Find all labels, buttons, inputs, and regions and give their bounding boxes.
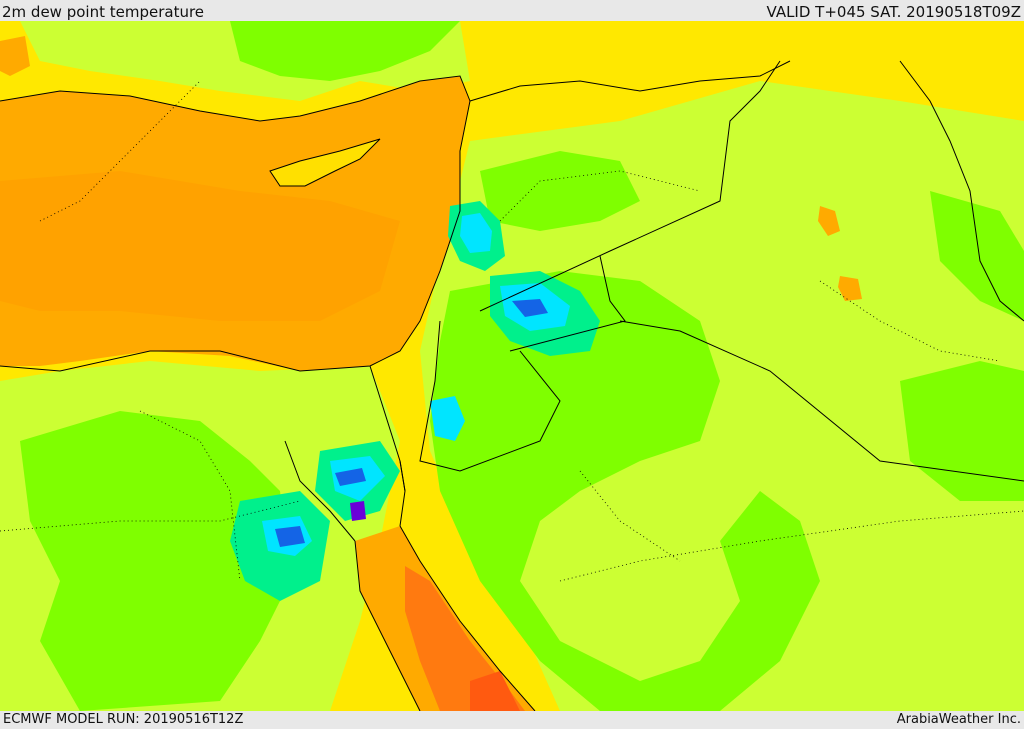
- footer-bar: ECMWF MODEL RUN: 20190516T12Z ArabiaWeat…: [0, 711, 1024, 729]
- land-orange-patch-2: [838, 276, 862, 301]
- admin-line-1: [0, 500, 301, 532]
- moist-spot-jordan: [430, 396, 465, 441]
- map-canvas: [0, 21, 1024, 711]
- field-green-north: [230, 21, 460, 81]
- borders: [0, 60, 1024, 711]
- valid-time-label: VALID T+045 SAT. 20190518T09Z: [766, 3, 1021, 21]
- coastline-red-sea: [354, 525, 536, 711]
- header-bar: 2m dew point temperature VALID T+045 SAT…: [0, 0, 1024, 21]
- map-title: 2m dew point temperature: [2, 3, 205, 21]
- field-green-northeast: [930, 191, 1024, 321]
- admin-lines: [0, 80, 1024, 582]
- moist-spot-sinai-blue: [335, 468, 366, 486]
- coastline-levant: [0, 75, 471, 372]
- border-iraq-iran: [899, 60, 1024, 322]
- admin-line-7: [499, 170, 701, 222]
- moist-spot-lebanon-cyan: [460, 213, 492, 253]
- model-run-label: ECMWF MODEL RUN: 20190516T12Z: [3, 712, 244, 727]
- admin-line-6: [39, 80, 201, 222]
- sea-red-sea-core: [470, 671, 520, 711]
- field-green-central: [430, 271, 820, 711]
- border-syria-jordan: [509, 255, 626, 352]
- field-green-northsyria: [480, 151, 640, 231]
- moist-spot-syria-blue: [512, 299, 548, 317]
- border-egypt-israel: [369, 365, 406, 492]
- admin-line-4: [819, 280, 1001, 362]
- field-green-east: [900, 361, 1024, 501]
- coastline-gulf-suez: [284, 440, 356, 542]
- border-jordan-west: [419, 320, 561, 472]
- border-turkey-syria: [469, 60, 791, 102]
- field-green-west: [20, 411, 290, 711]
- moist-spot-egypt-blue: [275, 526, 305, 547]
- admin-line-5: [579, 470, 681, 562]
- dew-point-map: [0, 21, 1024, 711]
- admin-line-3: [559, 510, 1024, 582]
- border-syria-iraq: [479, 60, 781, 312]
- moist-spot-sinai-purple: [350, 501, 366, 521]
- credit-label: ArabiaWeather Inc.: [896, 712, 1021, 727]
- land-orange-patch-3: [0, 36, 30, 76]
- sea-deep-band: [0, 171, 400, 321]
- island-cyprus: [269, 138, 381, 187]
- field-yellowgreen-east: [420, 81, 1024, 711]
- admin-line-2: [139, 410, 241, 582]
- border-jordan-saudi: [619, 320, 1024, 482]
- land-orange-patch-1: [818, 206, 840, 236]
